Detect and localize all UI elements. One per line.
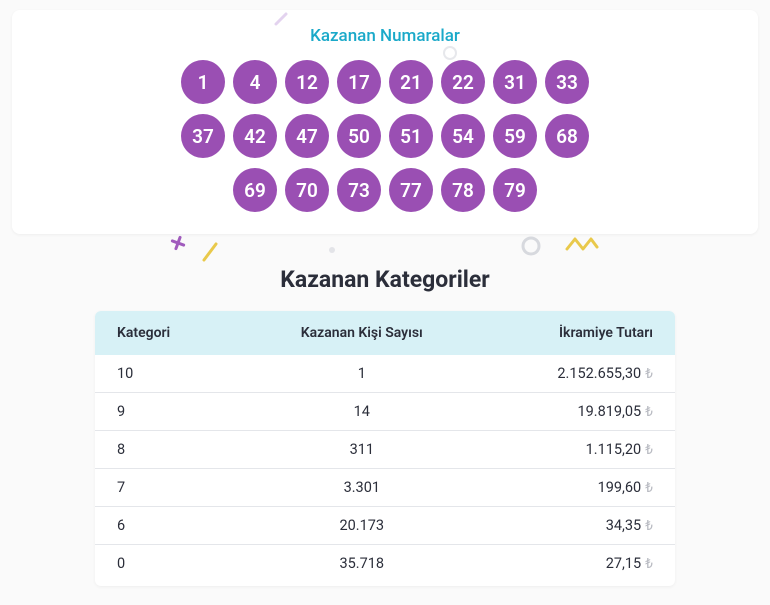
currency-symbol: ₺ (645, 556, 653, 572)
number-ball: 68 (545, 114, 589, 158)
table-row: 1012.152.655,30₺ (95, 355, 675, 393)
balls-row: 14121721223133 (181, 60, 589, 104)
number-ball: 69 (233, 168, 277, 212)
table-header-row: Kategori Kazanan Kişi Sayısı İkramiye Tu… (95, 311, 675, 355)
table-row: 83111.115,20₺ (95, 431, 675, 469)
balls-row: 697073777879 (233, 168, 537, 212)
currency-symbol: ₺ (645, 442, 653, 458)
number-ball: 22 (441, 60, 485, 104)
number-ball: 1 (181, 60, 225, 104)
number-ball: 79 (493, 168, 537, 212)
winning-numbers-title: Kazanan Numaralar (22, 26, 748, 46)
prize-amount: 19.819,05 (577, 403, 641, 420)
decor-zigzag-icon (565, 235, 599, 253)
categories-table-card: Kategori Kazanan Kişi Sayısı İkramiye Tu… (95, 311, 675, 586)
prize-amount: 27,15 (606, 555, 641, 572)
number-ball: 31 (493, 60, 537, 104)
cell-prize: 2.152.655,30₺ (466, 355, 675, 392)
number-ball: 77 (389, 168, 433, 212)
number-ball: 47 (285, 114, 329, 158)
cell-winners: 1 (257, 355, 466, 392)
cell-winners: 311 (257, 431, 466, 468)
cell-winners: 20.173 (257, 507, 466, 544)
prize-amount: 34,35 (606, 517, 641, 534)
prize-amount: 199,60 (598, 479, 642, 496)
col-prize: İkramiye Tutarı (466, 311, 675, 355)
number-ball: 33 (545, 60, 589, 104)
number-ball: 21 (389, 60, 433, 104)
cell-category: 9 (95, 393, 257, 430)
cell-winners: 35.718 (257, 545, 466, 582)
cell-category: 6 (95, 507, 257, 544)
number-ball: 12 (285, 60, 329, 104)
cell-prize: 27,15₺ (466, 545, 675, 582)
number-ball: 4 (233, 60, 277, 104)
currency-symbol: ₺ (645, 366, 653, 382)
table-row: 035.71827,15₺ (95, 545, 675, 582)
categories-title: Kazanan Kategoriler (0, 266, 770, 293)
number-ball: 54 (441, 114, 485, 158)
decor-circle-icon (442, 45, 458, 61)
table-row: 91419.819,05₺ (95, 393, 675, 431)
table-row: 620.17334,35₺ (95, 507, 675, 545)
categories-table: Kategori Kazanan Kişi Sayısı İkramiye Tu… (95, 311, 675, 582)
cell-prize: 19.819,05₺ (466, 393, 675, 430)
cell-prize: 34,35₺ (466, 507, 675, 544)
number-ball: 59 (493, 114, 537, 158)
balls-row: 3742475051545968 (181, 114, 589, 158)
currency-symbol: ₺ (645, 518, 653, 534)
prize-amount: 1.115,20 (586, 441, 642, 458)
winning-numbers-card: Kazanan Numaralar 14121721223133 37424750… (12, 10, 758, 234)
decor-dot-icon (327, 245, 337, 255)
cell-winners: 14 (257, 393, 466, 430)
currency-symbol: ₺ (645, 404, 653, 420)
decor-circle2-icon (520, 235, 542, 257)
cell-prize: 1.115,20₺ (466, 431, 675, 468)
number-ball: 50 (337, 114, 381, 158)
balls-container: 1412172122313337424750515459686970737778… (22, 60, 748, 212)
currency-symbol: ₺ (645, 480, 653, 496)
number-ball: 37 (181, 114, 225, 158)
number-ball: 51 (389, 114, 433, 158)
table-body: 1012.152.655,30₺91419.819,05₺83111.115,2… (95, 355, 675, 582)
number-ball: 17 (337, 60, 381, 104)
number-ball: 78 (441, 168, 485, 212)
number-ball: 42 (233, 114, 277, 158)
cell-category: 0 (95, 545, 257, 582)
col-winners: Kazanan Kişi Sayısı (257, 311, 466, 355)
cell-category: 10 (95, 355, 257, 392)
table-head: Kategori Kazanan Kişi Sayısı İkramiye Tu… (95, 311, 675, 355)
cell-prize: 199,60₺ (466, 469, 675, 506)
prize-amount: 2.152.655,30 (557, 365, 641, 382)
cell-winners: 3.301 (257, 469, 466, 506)
number-ball: 70 (285, 168, 329, 212)
decor-plus-icon (168, 233, 188, 253)
col-category: Kategori (95, 311, 257, 355)
cell-category: 8 (95, 431, 257, 468)
number-ball: 73 (337, 168, 381, 212)
table-row: 73.301199,60₺ (95, 469, 675, 507)
cell-category: 7 (95, 469, 257, 506)
decor-slash-yellow-icon (198, 240, 222, 264)
